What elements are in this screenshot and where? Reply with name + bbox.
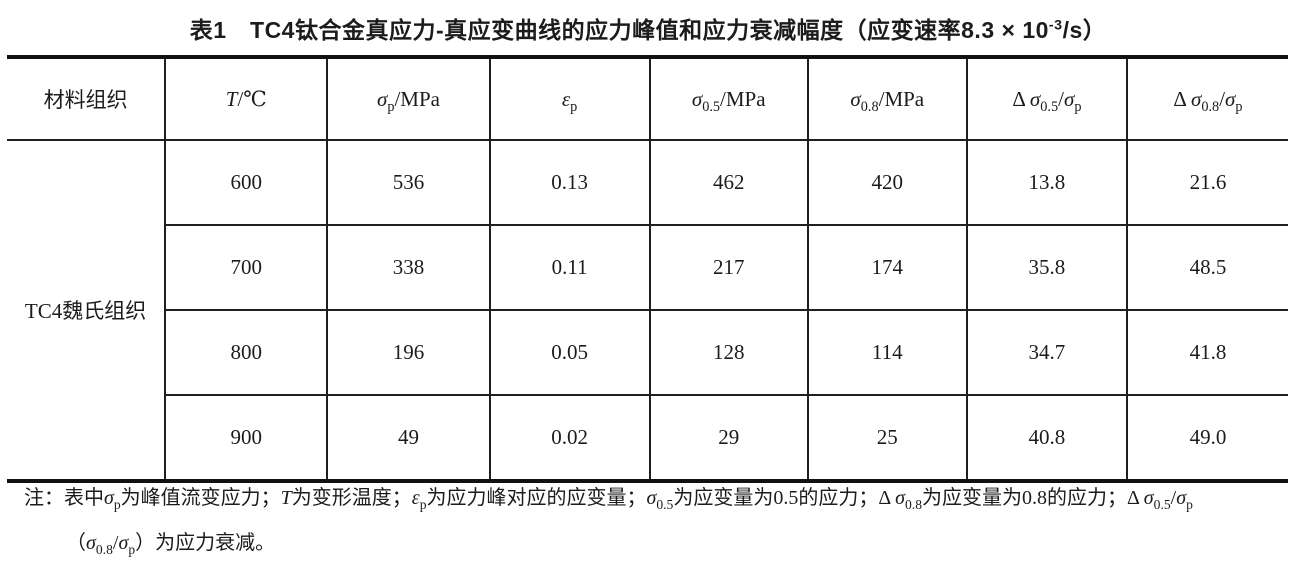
table-cell: 49 <box>326 394 491 482</box>
table-body: TC4魏氏组织 600 536 0.13 462 420 13.8 21.6 700 338 0.1… <box>7 139 1288 482</box>
row-group-label: TC4魏氏组织 <box>7 139 167 482</box>
col-header-sigma-p: σp/MPa <box>326 56 491 141</box>
table-row: 700 338 0.11 217 174 35.8 48.5 <box>7 224 1288 311</box>
note-line-2: （σ0.8/σp）为应力衰减。 <box>66 532 276 557</box>
table-cell: 462 <box>648 139 809 226</box>
table-cell: 40.8 <box>965 394 1128 482</box>
table-cell: 114 <box>806 309 968 396</box>
table-cell: 25 <box>806 394 968 482</box>
table-cell: 34.7 <box>965 309 1128 396</box>
table-cell: 0.11 <box>488 224 651 311</box>
table-cell: 800 <box>165 309 329 396</box>
data-table: 材料组织 T/℃ σp/MPa εp σ0.5/MPa σ0.8/MPa Δ σ… <box>7 55 1288 483</box>
table-cell: 174 <box>806 224 968 311</box>
table-cell: 536 <box>326 139 491 226</box>
table-cell: 0.13 <box>488 139 651 226</box>
col-header-sigma-05: σ0.5/MPa <box>648 56 809 141</box>
table-cell: 35.8 <box>965 224 1128 311</box>
table-cell: 49.0 <box>1125 394 1288 482</box>
table-cell: 217 <box>648 224 809 311</box>
table-cell: 29 <box>648 394 809 482</box>
table-row: 900 49 0.02 29 25 40.8 49.0 <box>7 394 1288 482</box>
col-header-epsilon-p: εp <box>488 56 651 141</box>
table-cell: 338 <box>326 224 491 311</box>
table-note: 注：表中σp为峰值流变应力；T为变形温度；εp为应力峰对应的应变量；σ0.5为应… <box>24 484 1193 557</box>
note-line-1: 注：表中σp为峰值流变应力；T为变形温度；εp为应力峰对应的应变量；σ0.5为应… <box>24 487 1193 512</box>
table-cell: 0.02 <box>488 394 651 482</box>
col-header-sigma-08: σ0.8/MPa <box>806 56 968 141</box>
table-cell: 420 <box>806 139 968 226</box>
table-cell: 700 <box>165 224 329 311</box>
table-title: 表1 TC4钛合金真应力-真应变曲线的应力峰值和应力衰减幅度（应变速率8.3 ×… <box>189 17 1107 43</box>
table-cell: 196 <box>326 309 491 396</box>
table-cell: 600 <box>164 139 329 226</box>
table-cell: 13.8 <box>965 139 1128 226</box>
table-cell: 900 <box>165 394 329 482</box>
table-cell: 48.5 <box>1125 224 1288 311</box>
table-cell: 21.6 <box>1125 139 1288 226</box>
col-header-temperature: T/℃ <box>164 56 329 141</box>
table-row: TC4魏氏组织 600 536 0.13 462 420 13.8 21.6 <box>7 139 1288 482</box>
table-cell: 0.05 <box>488 309 651 396</box>
header-row: 材料组织 T/℃ σp/MPa εp σ0.5/MPa σ0.8/MPa Δ σ… <box>7 56 1288 141</box>
col-header-material: 材料组织 <box>7 56 167 141</box>
table-cell: 128 <box>648 309 809 396</box>
col-header-delta-sigma-08: Δ σ0.8/σp <box>1125 56 1288 141</box>
table-cell: 41.8 <box>1125 309 1288 396</box>
col-header-delta-sigma-05: Δ σ0.5/σp <box>965 56 1128 141</box>
table-row: 800 196 0.05 128 114 34.7 41.8 <box>7 309 1288 396</box>
